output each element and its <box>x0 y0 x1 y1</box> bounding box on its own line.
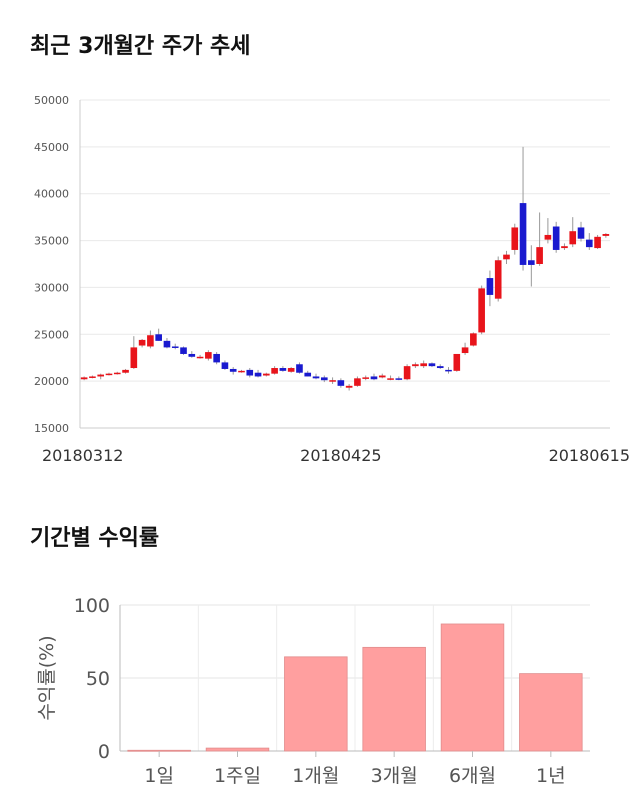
candle-body <box>180 347 187 354</box>
candle-body <box>585 239 593 248</box>
candle-body <box>528 260 535 265</box>
return-bar <box>205 747 270 752</box>
candle-body <box>130 347 138 369</box>
candle-body <box>378 375 386 378</box>
candle-body <box>519 203 527 265</box>
candle-body <box>196 356 204 359</box>
candle-body <box>80 377 88 380</box>
candle-body <box>354 378 361 386</box>
candle-body <box>345 385 353 388</box>
price-trend-title: 최근 3개월간 주가 추세 <box>30 34 251 59</box>
x-tick-label: 1개월 <box>292 765 339 787</box>
candle-body <box>304 372 312 377</box>
candle-body <box>561 246 568 249</box>
candle-body <box>89 376 96 378</box>
candle-body <box>387 378 394 380</box>
candle-body <box>147 335 154 347</box>
candle-body <box>279 368 287 371</box>
candle-body <box>602 234 610 236</box>
candle-body <box>420 363 427 367</box>
candle-body <box>155 334 162 341</box>
candle-body <box>370 376 378 380</box>
candle-body <box>105 373 113 376</box>
candle-body <box>403 366 411 380</box>
y-tick-label: 40000 <box>34 188 69 201</box>
y-tick-label: 15000 <box>34 422 69 435</box>
return-bar <box>519 673 583 752</box>
candle-body <box>362 377 370 379</box>
candle-body <box>577 227 585 239</box>
candle-body <box>122 369 129 373</box>
y-tick-label: 35000 <box>34 235 69 248</box>
candle-body <box>213 353 220 363</box>
candle-body <box>97 374 105 377</box>
candle-body <box>271 368 278 374</box>
x-tick-label: 3개월 <box>371 765 418 787</box>
y-tick-label: 0 <box>98 741 110 763</box>
candle-body <box>138 339 146 346</box>
candle-body <box>552 226 560 250</box>
return-bar <box>362 646 426 752</box>
x-tick-label: 1주일 <box>214 765 261 787</box>
candle-body <box>494 260 502 299</box>
x-tick-label: 20180312 <box>42 446 123 465</box>
candle-body <box>171 346 179 348</box>
candle-body <box>428 363 436 367</box>
returns-title: 기간별 수익률 <box>30 526 160 551</box>
y-tick-label: 30000 <box>34 281 69 294</box>
y-tick-label: 45000 <box>34 141 69 154</box>
candle-body <box>337 380 345 386</box>
candle-body <box>486 278 494 295</box>
candle-body <box>544 234 552 240</box>
candle-body <box>395 378 403 380</box>
candle-body <box>594 236 601 249</box>
candle-body <box>238 370 245 373</box>
price-trend-chart: 15000 20000 25000 30000 35000 40000 45000 50000… <box>34 94 630 465</box>
candle-body <box>436 366 444 369</box>
candle-body <box>503 254 510 260</box>
candle-body <box>254 372 262 377</box>
candle-body <box>329 380 336 382</box>
candle-body <box>511 227 519 250</box>
y-tick-label: 20000 <box>34 375 69 388</box>
candle-body <box>296 364 303 373</box>
y-tick-label: 25000 <box>34 328 69 341</box>
candle-body <box>229 368 237 372</box>
candle-body <box>412 364 419 367</box>
candle-body <box>470 333 477 346</box>
candle-body <box>113 372 121 375</box>
candle-body <box>263 373 270 376</box>
candle-body <box>569 231 577 245</box>
x-tick-label: 20180615 <box>549 446 630 465</box>
candle-body <box>478 288 485 333</box>
candle-body <box>221 362 229 369</box>
x-tick-label: 1일 <box>144 765 174 787</box>
candle-body <box>320 377 328 381</box>
return-bar <box>440 623 505 752</box>
candle-body <box>246 369 254 376</box>
candle-body <box>453 353 461 371</box>
y-tick-label: 50000 <box>34 94 69 107</box>
candle-body <box>287 368 295 372</box>
x-tick-label: 6개월 <box>449 765 496 787</box>
y-tick-label: 100 <box>74 595 110 617</box>
candle-body <box>312 376 320 379</box>
y-tick-label: 50 <box>86 668 110 690</box>
candle-body <box>445 369 452 372</box>
x-tick-label: 1년 <box>536 765 566 787</box>
return-bar <box>284 656 348 752</box>
candle-body <box>536 247 543 264</box>
candle-body <box>188 353 196 357</box>
x-tick-label: 20180425 <box>300 446 381 465</box>
y-axis-label: 수익률(%) <box>36 635 58 720</box>
candle-body <box>461 347 469 354</box>
candle-body <box>163 340 171 348</box>
candle-body <box>205 352 212 359</box>
